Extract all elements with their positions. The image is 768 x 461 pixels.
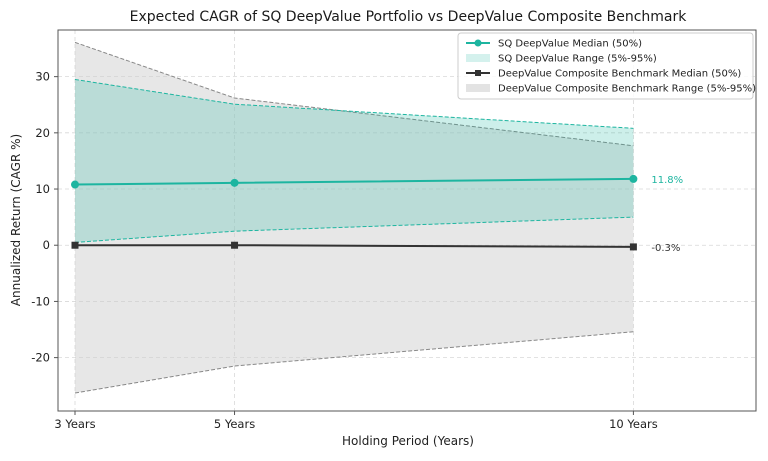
legend-box [457,32,754,100]
chart-title: Expected CAGR of SQ DeepValue Portfolio … [130,9,688,25]
x-tick-label: 10 Years [609,417,658,431]
y-tick-label: 20 [35,126,50,140]
benchmark-median-point [629,243,637,251]
benchmark-upper-bound-line [74,41,634,147]
y-tick-label: 30 [35,70,50,84]
plot-area: 11.8% -0.3% -20 -10 0 10 20 30 3 Years 5 Years 10 … [31,29,757,431]
sq-median-point [71,180,79,189]
y-axis-label: Annualized Return (CAGR %) [9,134,23,306]
sq-range-band [75,79,634,243]
axes-frame [57,29,757,412]
x-axis-label: Holding Period (Years) [342,434,474,448]
sq-final-value-label: 11.8% [651,175,683,186]
y-tick-label: 0 [43,238,50,252]
legend-label: DeepValue Composite Benchmark Median (50… [498,69,741,80]
y-tick-label: 10 [35,182,50,196]
x-tick-label: 3 Years [54,417,95,431]
benchmark-median-point [71,241,79,249]
sq-median-point [230,178,239,187]
sq-upper-bound-line [74,78,634,129]
sq-median-point [629,174,638,183]
x-tick-label: 5 Years [214,417,255,431]
y-tick-label: -20 [31,351,50,365]
legend-band-swatch [466,84,490,92]
y-tick-label: -10 [31,294,50,308]
legend-marker [474,39,482,47]
benchmark-lower-bound-line [74,331,634,394]
legend-label: DeepValue Composite Benchmark Range (5%-… [498,84,756,95]
legend-label: SQ DeepValue Median (50%) [498,39,642,50]
legend-band-swatch [466,54,490,62]
benchmark-range-band [75,42,634,394]
legend: SQ DeepValue Median (50%) SQ DeepValue Ra… [457,32,756,100]
legend-label: SQ DeepValue Range (5%-95%) [498,54,657,65]
benchmark-final-value-label: -0.3% [651,243,680,254]
benchmark-median-point [231,241,239,249]
legend-marker [475,70,481,76]
sq-lower-bound-line [74,216,634,243]
